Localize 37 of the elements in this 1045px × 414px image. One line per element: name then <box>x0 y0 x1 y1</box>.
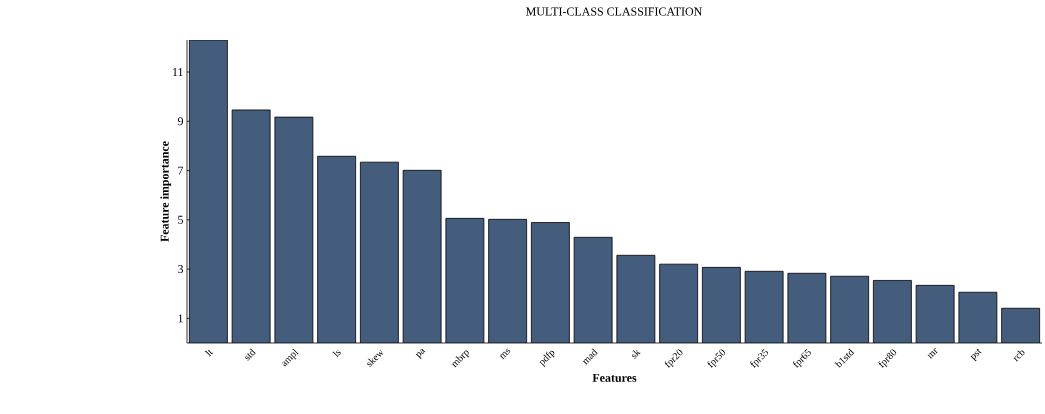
x-tick-label: lt <box>204 349 214 357</box>
chart-title: MULTI-CLASS CLASSIFICATION <box>526 7 703 16</box>
bar <box>445 218 484 343</box>
bar <box>531 222 570 343</box>
bar <box>403 170 442 343</box>
bar <box>745 271 784 343</box>
bar <box>830 276 869 343</box>
x-tick-label: ls <box>332 350 341 358</box>
bar <box>1001 307 1041 343</box>
y-tick-label: 1 <box>178 314 183 323</box>
x-tick-label: pa <box>415 348 426 360</box>
bar <box>317 156 356 343</box>
x-tick-label: sk <box>632 349 641 359</box>
x-tick-label: ms <box>499 348 511 360</box>
bar <box>659 264 698 343</box>
x-tick-label: rcb <box>1013 350 1025 362</box>
bar <box>274 117 313 343</box>
x-tick-label: mr <box>927 348 938 359</box>
bar <box>488 219 527 343</box>
x-tick-label: std <box>245 348 256 361</box>
bar <box>873 280 912 343</box>
bar <box>232 109 271 343</box>
y-tick-label: 3 <box>178 265 184 274</box>
y-axis-title: Feature importance <box>160 141 172 242</box>
bar <box>916 285 955 343</box>
bar <box>958 292 997 343</box>
y-tick-label: 7 <box>178 166 184 175</box>
y-tick-label: 11 <box>173 68 183 76</box>
x-axis-title: Features <box>592 373 637 382</box>
bar <box>616 255 655 343</box>
bar <box>574 237 613 343</box>
bar <box>702 267 741 343</box>
y-tick-label: 9 <box>177 117 183 126</box>
y-tick-label: 5 <box>178 215 184 224</box>
x-tick-label: pst <box>970 348 982 362</box>
bar <box>360 162 399 343</box>
bar <box>787 273 826 343</box>
